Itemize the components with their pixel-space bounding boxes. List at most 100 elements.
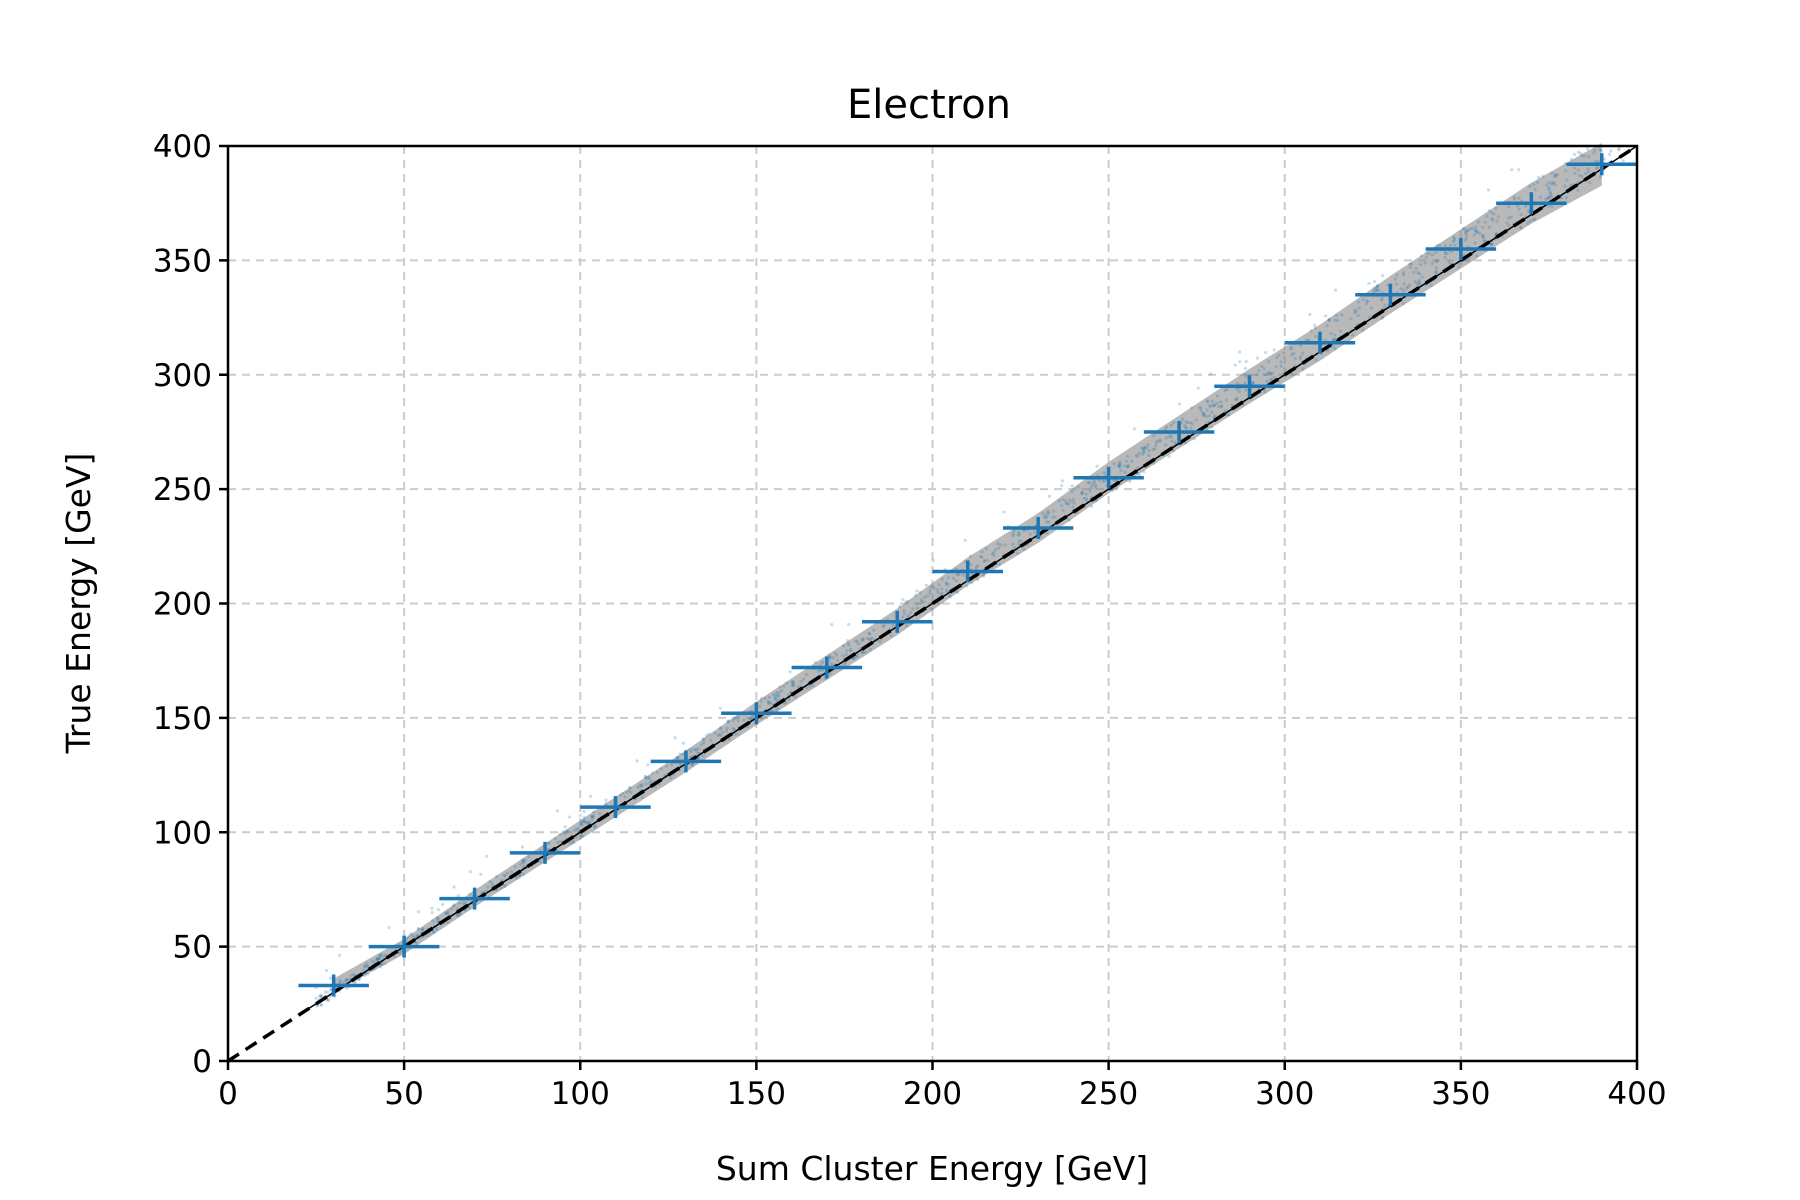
scatter-point [1512,195,1516,199]
profile-point [1425,237,1497,260]
scatter-point [974,567,978,571]
scatter-point [479,872,483,876]
profile-point [1214,375,1285,398]
scatter-point [1531,218,1535,222]
scatter-point [1424,255,1429,259]
scatter-point [1043,514,1047,518]
scatter-point [1474,225,1478,229]
scatter-point [411,935,415,939]
scatter-point [1270,371,1275,375]
scatter-point [1057,499,1061,503]
scatter-point [1578,174,1582,178]
scatter-point [1596,165,1600,170]
scatter-point [968,554,973,558]
scatter-point [1205,399,1210,403]
scatter-point [1401,271,1406,275]
scatter-point [1453,243,1457,247]
scatter-point [718,706,722,710]
scatter-point [1489,241,1493,245]
scatter-point [1586,147,1590,151]
scatter-point [1093,485,1098,489]
scatter-point [1434,266,1439,270]
scatter-point [1417,278,1421,283]
scatter-point [791,682,795,686]
scatter-point [1509,215,1513,219]
scatter-point [323,990,327,994]
scatter-point [1547,195,1552,200]
scatter-point [1532,182,1536,187]
scatter-point [416,927,421,931]
scatter-point [1405,286,1409,290]
scatter-point [841,654,845,658]
scatter-point [1219,404,1224,408]
scatter-point [1417,283,1421,287]
scatter-point [1041,511,1045,515]
scatter-point [430,906,434,910]
scatter-point [643,774,648,779]
scatter-point [736,732,740,736]
scatter-point [1045,531,1049,535]
scatter-point [1541,174,1545,178]
scatter-point [1226,413,1230,417]
scatter-point [997,562,1001,567]
scatter-point [1357,300,1361,304]
scatter-point [954,579,959,583]
scatter-point [1189,426,1193,430]
scatter-point [784,700,788,705]
scatter-point [628,786,632,790]
scatter-point [776,694,780,698]
scatter-point [377,955,382,960]
reference-lines [227,144,1638,1063]
scatter-point [494,875,499,879]
scatter-point [1369,306,1374,310]
scatter-point [1462,227,1466,231]
scatter-point [1507,204,1511,209]
scatter-point [1184,420,1188,424]
scatter-point [387,925,391,930]
scatter-point [1418,272,1422,276]
scatter-point [1143,445,1147,449]
scatter-point [1067,498,1072,502]
scatter-point [1136,454,1140,458]
scatter-point [1314,334,1318,339]
scatter-point [1598,148,1602,152]
scatter-point [852,656,857,660]
scatter-point [1564,168,1568,173]
scatter-point [1199,409,1203,413]
scatter-point [1275,355,1279,360]
scatter-point [1298,356,1302,361]
scatter-point [1147,448,1151,453]
scatter-point [694,747,698,751]
y-tick-label: 150 [153,701,212,737]
scatter-point [1408,262,1412,266]
scatter-point [1274,365,1278,369]
scatter-point [623,795,627,799]
scatter-point [1596,159,1600,164]
scatter-point [1517,168,1521,172]
scatter-point [1112,462,1116,466]
scatter-point [1117,464,1121,468]
scatter-point [1527,209,1531,213]
scatter-point [1430,261,1434,266]
scatter-point [1312,323,1317,327]
scatter-point [944,582,948,586]
scatter-point [982,559,986,563]
scatter-point [319,994,323,998]
scatter-point [563,825,567,829]
scatter-point [1137,473,1141,477]
scatter-point [1045,520,1049,524]
scatter-point [1235,397,1239,401]
scatter-point [1483,239,1487,243]
scatter-point [1478,232,1482,236]
scatter-point [842,644,846,648]
scatter-point [956,590,960,594]
scatter-point [1526,221,1530,225]
scatter-point [1419,254,1423,258]
scatter-point [1003,543,1007,547]
scatter-point [855,640,859,644]
scatter-point [1353,308,1357,312]
scatter-point [946,583,950,587]
scatter-point [980,555,984,559]
scatter-point [760,696,764,701]
scatter-point [1546,204,1550,208]
